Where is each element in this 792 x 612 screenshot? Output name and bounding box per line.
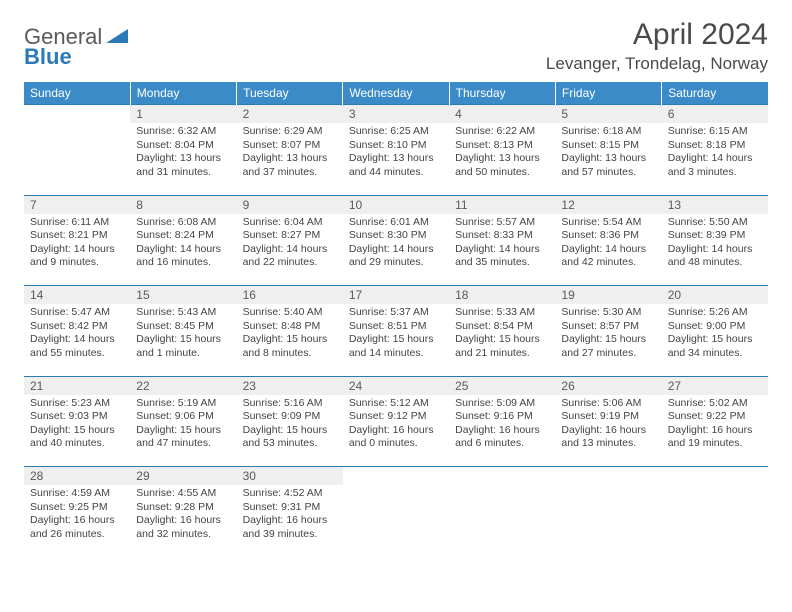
day-data-cell: Sunrise: 6:08 AMSunset: 8:24 PMDaylight:… xyxy=(130,214,236,286)
day-data-cell: Sunrise: 5:09 AMSunset: 9:16 PMDaylight:… xyxy=(449,395,555,467)
day-number-cell xyxy=(343,467,449,486)
day-data-cell: Sunrise: 6:15 AMSunset: 8:18 PMDaylight:… xyxy=(662,123,768,195)
day-data-cell: Sunrise: 5:06 AMSunset: 9:19 PMDaylight:… xyxy=(555,395,661,467)
day-number-cell: 7 xyxy=(24,195,130,214)
day-data-cell: Sunrise: 5:37 AMSunset: 8:51 PMDaylight:… xyxy=(343,304,449,376)
day-number-cell: 29 xyxy=(130,467,236,486)
day-data-cell xyxy=(662,485,768,557)
day-number-cell: 4 xyxy=(449,105,555,124)
day-data-cell: Sunrise: 4:59 AMSunset: 9:25 PMDaylight:… xyxy=(24,485,130,557)
day-number-cell: 27 xyxy=(662,376,768,395)
day-data-cell: Sunrise: 5:23 AMSunset: 9:03 PMDaylight:… xyxy=(24,395,130,467)
day-number-cell: 21 xyxy=(24,376,130,395)
day-number-row: 14151617181920 xyxy=(24,286,768,305)
day-number-cell: 14 xyxy=(24,286,130,305)
day-number-cell: 17 xyxy=(343,286,449,305)
day-data-cell: Sunrise: 6:22 AMSunset: 8:13 PMDaylight:… xyxy=(449,123,555,195)
weekday-header: Wednesday xyxy=(343,82,449,105)
day-data-cell: Sunrise: 6:04 AMSunset: 8:27 PMDaylight:… xyxy=(237,214,343,286)
title-block: April 2024 Levanger, Trondelag, Norway xyxy=(546,18,768,74)
day-data-row: Sunrise: 4:59 AMSunset: 9:25 PMDaylight:… xyxy=(24,485,768,557)
day-data-row: Sunrise: 5:23 AMSunset: 9:03 PMDaylight:… xyxy=(24,395,768,467)
day-data-cell: Sunrise: 4:52 AMSunset: 9:31 PMDaylight:… xyxy=(237,485,343,557)
day-data-row: Sunrise: 6:32 AMSunset: 8:04 PMDaylight:… xyxy=(24,123,768,195)
day-data-cell: Sunrise: 5:02 AMSunset: 9:22 PMDaylight:… xyxy=(662,395,768,467)
day-data-cell: Sunrise: 6:32 AMSunset: 8:04 PMDaylight:… xyxy=(130,123,236,195)
weekday-header: Tuesday xyxy=(237,82,343,105)
day-number-row: 282930 xyxy=(24,467,768,486)
day-number-cell: 28 xyxy=(24,467,130,486)
day-number-cell: 23 xyxy=(237,376,343,395)
day-number-cell xyxy=(449,467,555,486)
weekday-header: Monday xyxy=(130,82,236,105)
day-data-cell: Sunrise: 6:11 AMSunset: 8:21 PMDaylight:… xyxy=(24,214,130,286)
day-number-cell: 10 xyxy=(343,195,449,214)
day-number-cell: 30 xyxy=(237,467,343,486)
weekday-header: Saturday xyxy=(662,82,768,105)
header: General April 2024 Levanger, Trondelag, … xyxy=(24,18,768,74)
day-number-cell: 11 xyxy=(449,195,555,214)
day-data-cell: Sunrise: 5:50 AMSunset: 8:39 PMDaylight:… xyxy=(662,214,768,286)
day-data-cell xyxy=(555,485,661,557)
day-number-cell: 9 xyxy=(237,195,343,214)
day-data-row: Sunrise: 5:47 AMSunset: 8:42 PMDaylight:… xyxy=(24,304,768,376)
day-number-cell: 22 xyxy=(130,376,236,395)
day-data-cell: Sunrise: 5:19 AMSunset: 9:06 PMDaylight:… xyxy=(130,395,236,467)
logo-line2: Blue xyxy=(24,44,72,70)
weekday-header: Sunday xyxy=(24,82,130,105)
day-data-cell: Sunrise: 5:33 AMSunset: 8:54 PMDaylight:… xyxy=(449,304,555,376)
day-number-cell: 13 xyxy=(662,195,768,214)
day-data-cell: Sunrise: 5:43 AMSunset: 8:45 PMDaylight:… xyxy=(130,304,236,376)
weekday-header: Friday xyxy=(555,82,661,105)
day-data-cell: Sunrise: 6:25 AMSunset: 8:10 PMDaylight:… xyxy=(343,123,449,195)
day-number-cell: 1 xyxy=(130,105,236,124)
location-text: Levanger, Trondelag, Norway xyxy=(546,54,768,74)
day-data-row: Sunrise: 6:11 AMSunset: 8:21 PMDaylight:… xyxy=(24,214,768,286)
day-data-cell: Sunrise: 6:29 AMSunset: 8:07 PMDaylight:… xyxy=(237,123,343,195)
calendar-table: SundayMondayTuesdayWednesdayThursdayFrid… xyxy=(24,82,768,557)
day-number-cell: 25 xyxy=(449,376,555,395)
day-data-cell: Sunrise: 5:12 AMSunset: 9:12 PMDaylight:… xyxy=(343,395,449,467)
day-number-cell: 19 xyxy=(555,286,661,305)
day-data-cell: Sunrise: 6:01 AMSunset: 8:30 PMDaylight:… xyxy=(343,214,449,286)
day-number-cell xyxy=(555,467,661,486)
day-number-cell: 3 xyxy=(343,105,449,124)
day-data-cell: Sunrise: 5:26 AMSunset: 9:00 PMDaylight:… xyxy=(662,304,768,376)
day-number-cell xyxy=(662,467,768,486)
day-data-cell xyxy=(24,123,130,195)
logo-text-2: Blue xyxy=(24,44,72,69)
month-title: April 2024 xyxy=(546,18,768,52)
day-number-cell: 24 xyxy=(343,376,449,395)
weekday-header-row: SundayMondayTuesdayWednesdayThursdayFrid… xyxy=(24,82,768,105)
day-number-row: 78910111213 xyxy=(24,195,768,214)
day-number-cell: 15 xyxy=(130,286,236,305)
day-number-cell: 8 xyxy=(130,195,236,214)
day-number-cell: 16 xyxy=(237,286,343,305)
day-data-cell: Sunrise: 6:18 AMSunset: 8:15 PMDaylight:… xyxy=(555,123,661,195)
day-number-cell: 2 xyxy=(237,105,343,124)
day-data-cell: Sunrise: 5:57 AMSunset: 8:33 PMDaylight:… xyxy=(449,214,555,286)
day-number-row: 21222324252627 xyxy=(24,376,768,395)
day-data-cell: Sunrise: 5:30 AMSunset: 8:57 PMDaylight:… xyxy=(555,304,661,376)
day-data-cell: Sunrise: 5:54 AMSunset: 8:36 PMDaylight:… xyxy=(555,214,661,286)
day-number-cell xyxy=(24,105,130,124)
logo-triangle-icon xyxy=(106,27,128,48)
day-data-cell xyxy=(343,485,449,557)
day-number-cell: 5 xyxy=(555,105,661,124)
day-number-cell: 26 xyxy=(555,376,661,395)
day-data-cell xyxy=(449,485,555,557)
day-data-cell: Sunrise: 4:55 AMSunset: 9:28 PMDaylight:… xyxy=(130,485,236,557)
day-number-cell: 12 xyxy=(555,195,661,214)
day-number-cell: 6 xyxy=(662,105,768,124)
day-number-row: 123456 xyxy=(24,105,768,124)
day-data-cell: Sunrise: 5:16 AMSunset: 9:09 PMDaylight:… xyxy=(237,395,343,467)
day-number-cell: 20 xyxy=(662,286,768,305)
day-data-cell: Sunrise: 5:47 AMSunset: 8:42 PMDaylight:… xyxy=(24,304,130,376)
weekday-header: Thursday xyxy=(449,82,555,105)
day-data-cell: Sunrise: 5:40 AMSunset: 8:48 PMDaylight:… xyxy=(237,304,343,376)
day-number-cell: 18 xyxy=(449,286,555,305)
